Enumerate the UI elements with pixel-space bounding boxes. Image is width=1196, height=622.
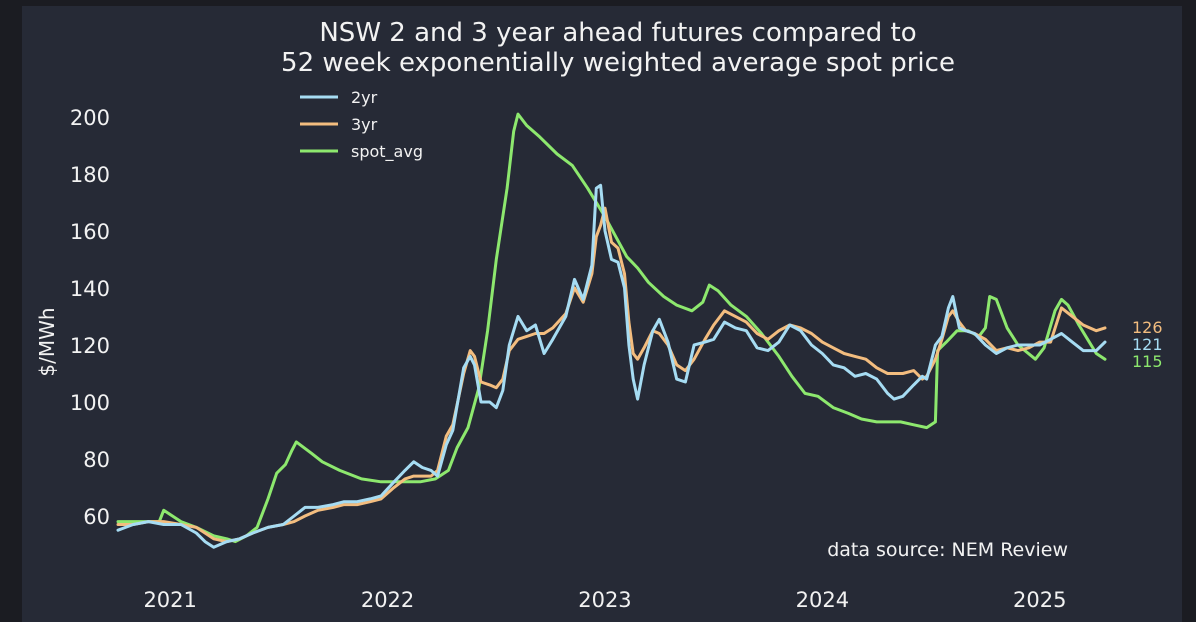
chart-title-line-2: 52 week exponentially weighted average s…	[281, 48, 955, 78]
series-lines	[116, 112, 1107, 549]
y-tick-label: 160	[70, 220, 110, 244]
x-tick-label: 2022	[361, 588, 414, 612]
y-tick-label: 180	[70, 163, 110, 187]
y-tick-labels: 60 80 100 120 140 160 180 200	[70, 106, 110, 529]
x-tick-label: 2024	[796, 588, 849, 612]
x-tick-label: 2023	[578, 588, 631, 612]
series-line-spot-avg	[116, 112, 1107, 544]
y-tick-label: 80	[83, 448, 110, 472]
x-tick-label: 2025	[1013, 588, 1066, 612]
y-tick-label: 140	[70, 277, 110, 301]
legend: 2yr 3yr spot_avg	[300, 88, 423, 162]
legend-label-2yr: 2yr	[351, 88, 378, 107]
end-label-2yr: 121	[1132, 335, 1163, 354]
legend-label-spot-avg: spot_avg	[351, 142, 423, 162]
series-line-2yr	[116, 183, 1107, 549]
data-source-note: data source: NEM Review	[827, 539, 1068, 561]
y-tick-label: 100	[70, 391, 110, 415]
legend-label-3yr: 3yr	[351, 115, 378, 134]
end-label-spot-avg: 115	[1132, 352, 1163, 371]
y-tick-label: 120	[70, 334, 110, 358]
x-tick-label: 2021	[143, 588, 196, 612]
y-tick-label: 60	[83, 505, 110, 529]
x-tick-labels: 2021 2022 2023 2024 2025	[143, 588, 1066, 612]
y-tick-label: 200	[70, 106, 110, 130]
y-axis-label: $/MWh	[35, 307, 59, 376]
chart-title-line-1: NSW 2 and 3 year ahead futures compared …	[319, 18, 916, 48]
end-label-3yr: 126	[1132, 318, 1163, 337]
